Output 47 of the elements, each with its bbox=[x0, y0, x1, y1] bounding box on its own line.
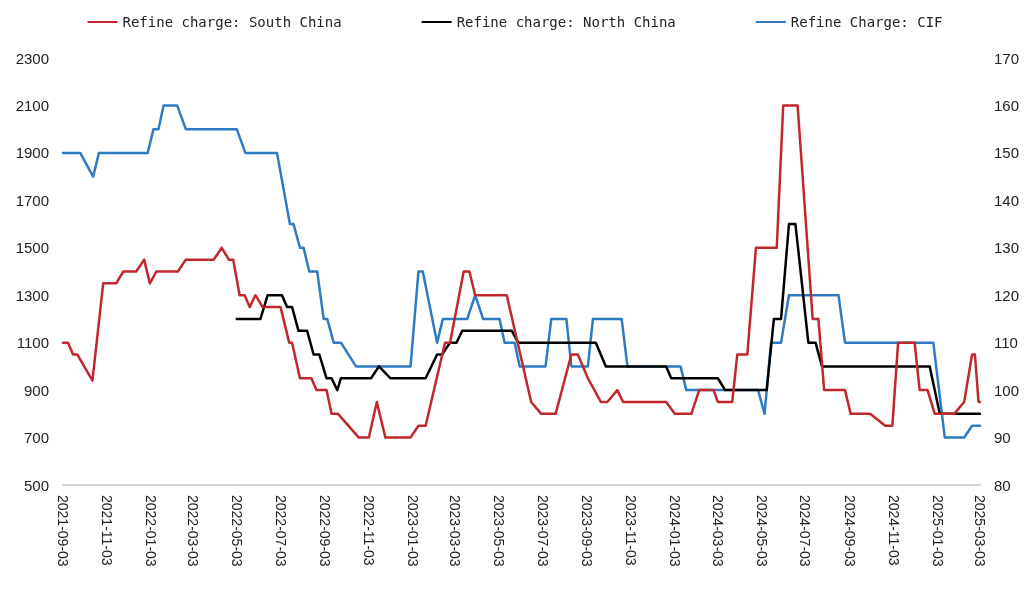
legend-label: Refine charge: North China bbox=[456, 14, 676, 30]
x-tick-label: 2023-03-03 bbox=[447, 495, 464, 567]
y2-tick-label: 100 bbox=[993, 381, 1019, 399]
y-tick-label: 1700 bbox=[15, 191, 49, 209]
x-tick-label: 2025-03-03 bbox=[971, 495, 988, 567]
x-tick-label: 2022-11-03 bbox=[360, 495, 377, 566]
y-tick-label: 1100 bbox=[16, 334, 49, 352]
legend-label: Refine Charge: CIF bbox=[790, 14, 943, 30]
y2-tick-label: 150 bbox=[993, 144, 1019, 162]
x-tick-label: 2024-09-03 bbox=[842, 495, 858, 567]
y2-tick-label: 140 bbox=[993, 191, 1019, 209]
x-tick-label: 2023-11-03 bbox=[622, 495, 639, 566]
x-tick-label: 2022-07-03 bbox=[272, 495, 289, 567]
x-tick-label: 2024-05-03 bbox=[753, 495, 770, 567]
x-tick-label: 2023-01-03 bbox=[404, 495, 421, 567]
y2-tick-label: 90 bbox=[993, 429, 1011, 447]
y-tick-label: 1500 bbox=[15, 239, 49, 257]
x-tick-label: 2022-03-03 bbox=[184, 495, 201, 567]
y-tick-label: 1300 bbox=[15, 286, 49, 304]
x-tick-label: 2021-09-03 bbox=[55, 495, 71, 567]
x-tick-label: 2023-07-03 bbox=[534, 495, 551, 567]
y-tick-label: 2100 bbox=[15, 96, 49, 114]
y2-tick-label: 170 bbox=[993, 49, 1019, 67]
x-tick-label: 2024-03-03 bbox=[709, 495, 726, 567]
y2-tick-label: 120 bbox=[993, 286, 1019, 304]
x-tick-label: 2022-05-03 bbox=[228, 495, 245, 567]
y-tick-label: 900 bbox=[23, 381, 49, 399]
x-tick-label: 2023-05-03 bbox=[490, 495, 507, 567]
y2-tick-label: 160 bbox=[993, 96, 1019, 114]
line-series bbox=[61, 104, 982, 439]
legend-label: Refine charge: South China bbox=[122, 14, 342, 30]
line-series bbox=[235, 222, 982, 416]
x-tick-label: 2024-07-03 bbox=[797, 495, 814, 567]
y-tick-label: 500 bbox=[23, 476, 49, 494]
y2-tick-label: 110 bbox=[993, 334, 1018, 352]
x-tick-label: 2024-11-03 bbox=[885, 495, 902, 566]
x-tick-label: 2025-01-03 bbox=[929, 495, 946, 567]
x-tick-label: 2021-11-03 bbox=[98, 495, 115, 566]
y2-tick-label: 130 bbox=[993, 239, 1019, 257]
x-tick-label: 2022-01-03 bbox=[142, 495, 159, 567]
x-tick-label: 2022-09-03 bbox=[317, 495, 334, 567]
x-tick-label: 2024-01-03 bbox=[666, 495, 683, 567]
x-tick-label: 2023-09-03 bbox=[579, 495, 596, 567]
y-tick-label: 1900 bbox=[15, 144, 49, 162]
y-tick-label: 2300 bbox=[15, 49, 49, 67]
y-tick-label: 700 bbox=[23, 429, 49, 447]
y2-tick-label: 80 bbox=[993, 476, 1011, 494]
